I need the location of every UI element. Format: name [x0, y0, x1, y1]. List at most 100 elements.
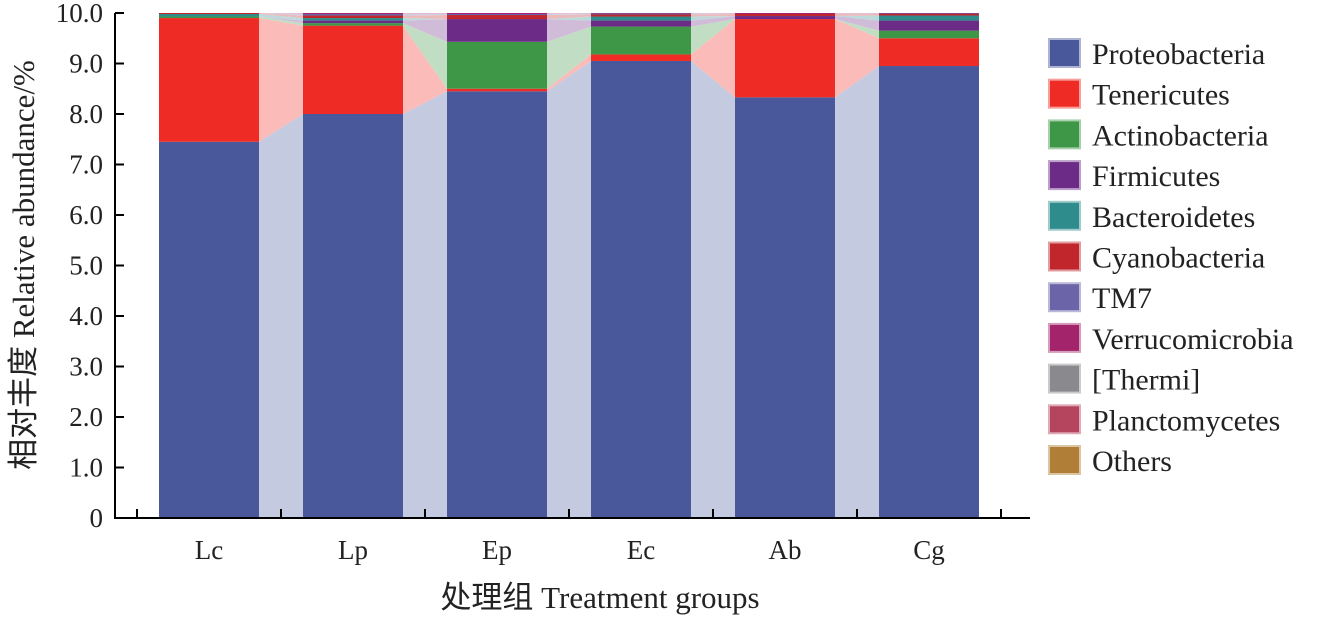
bars-layer: [159, 13, 979, 519]
legend-label: Others: [1092, 445, 1172, 478]
bar-segment: [591, 60, 691, 518]
x-tick-label: Ec: [627, 535, 655, 565]
connector-band: [259, 13, 303, 15]
connector-band: [691, 13, 735, 15]
bar-segment: [447, 14, 547, 16]
x-tick-label: Ab: [769, 535, 802, 565]
bar-segment: [879, 66, 979, 519]
bar-segment: [303, 14, 403, 16]
connector-band: [835, 16, 879, 31]
connector-band: [835, 19, 879, 98]
connector-band: [547, 13, 591, 16]
bar-segment: [735, 19, 835, 98]
legend-swatch: [1048, 241, 1081, 272]
bar-segment: [735, 97, 835, 519]
legend-label: TM7: [1092, 282, 1152, 315]
x-axis-ticks: Lc Lp Ep Ec Ab Cg: [136, 509, 1002, 565]
y-axis-ticks: 0 1.0 2.0 3.0 4.0 5.0 6.0 7.0 8.0 9.0 10.0: [56, 0, 124, 533]
y-tick-label: 2.0: [69, 402, 103, 432]
connector-band: [403, 18, 447, 21]
bar-segment: [159, 141, 259, 518]
connector-band: [259, 13, 303, 16]
legend-label: Cyanobacteria: [1092, 242, 1265, 275]
legend-swatch: [1048, 322, 1081, 353]
legend-label: Tenericutes: [1092, 79, 1230, 112]
legend-label: Planctomycetes: [1092, 404, 1280, 437]
y-tick-label: 6.0: [69, 200, 103, 230]
connector-band: [835, 15, 879, 21]
bar-segment: [303, 20, 403, 24]
connector-band: [691, 19, 735, 55]
y-tick-label: 5.0: [69, 251, 103, 281]
y-tick-label: 7.0: [69, 150, 103, 180]
connector-band: [547, 26, 591, 89]
connector-band: [403, 23, 447, 89]
bar-segment: [447, 19, 547, 42]
bar-segment: [879, 20, 979, 31]
connector-band: [835, 13, 879, 15]
bar-segment: [159, 13, 259, 15]
bar-segment: [303, 23, 403, 26]
bar-segment: [447, 13, 547, 15]
legend: Proteobacteria Tenericutes Actinobacteria F…: [1048, 38, 1294, 478]
bar-segment: [879, 15, 979, 21]
connector-band: [835, 13, 879, 15]
x-tick-label: Lp: [338, 535, 368, 565]
connector-band: [691, 13, 735, 15]
bar-segment: [735, 16, 835, 20]
y-tick-label: 9.0: [69, 49, 103, 79]
bar-segment: [447, 91, 547, 519]
bar-segment: [591, 26, 691, 55]
bar-segment: [303, 15, 403, 19]
connector-band: [691, 14, 735, 17]
connector-band: [547, 13, 591, 15]
bar-segment: [159, 18, 259, 142]
bar-segment: [447, 15, 547, 20]
legend-swatch: [1048, 200, 1081, 231]
bar-segment: [447, 88, 547, 92]
connector-band: [403, 13, 447, 15]
bar-segment: [303, 25, 403, 114]
connector-band: [547, 60, 591, 518]
connector-band: [259, 14, 303, 21]
connector-band: [547, 19, 591, 42]
connector-band: [259, 16, 303, 26]
connector-band: [403, 19, 447, 42]
legend-swatch: [1048, 160, 1081, 191]
legend-label: [Thermi]: [1092, 364, 1200, 397]
legend-swatch: [1048, 38, 1081, 68]
connector-band: [835, 66, 879, 519]
legend-label: Bacteroidetes: [1092, 201, 1255, 234]
legend-swatch: [1048, 445, 1081, 475]
connector-band: [403, 25, 447, 114]
legend-label: Proteobacteria: [1092, 38, 1265, 71]
connector-band: [691, 19, 735, 98]
connector-band: [259, 114, 303, 518]
legend-swatch: [1048, 282, 1081, 313]
bar-segment: [303, 18, 403, 21]
bar-segment: [591, 20, 691, 27]
bar-segment: [591, 54, 691, 61]
bar-segment: [735, 14, 835, 17]
connector-band: [691, 16, 735, 27]
connector-band: [691, 60, 735, 518]
y-tick-label: 10.0: [56, 0, 103, 28]
bar-segment: [303, 114, 403, 518]
y-tick-label: 0: [90, 503, 104, 533]
connector-band: [259, 16, 303, 24]
connector-band: [259, 13, 303, 19]
x-tick-label: Cg: [913, 535, 945, 565]
legend-swatch: [1048, 119, 1081, 150]
bar-segment: [447, 41, 547, 89]
bar-segment: [879, 30, 979, 39]
y-tick-label: 3.0: [69, 352, 103, 382]
bar-segment: [159, 14, 259, 17]
connector-band: [691, 16, 735, 21]
connector-band: [403, 15, 447, 20]
bar-segment: [879, 13, 979, 15]
connector-band: [547, 54, 591, 92]
bar-segment: [591, 13, 691, 15]
connector-band: [259, 18, 303, 142]
bar-segment: [591, 16, 691, 21]
